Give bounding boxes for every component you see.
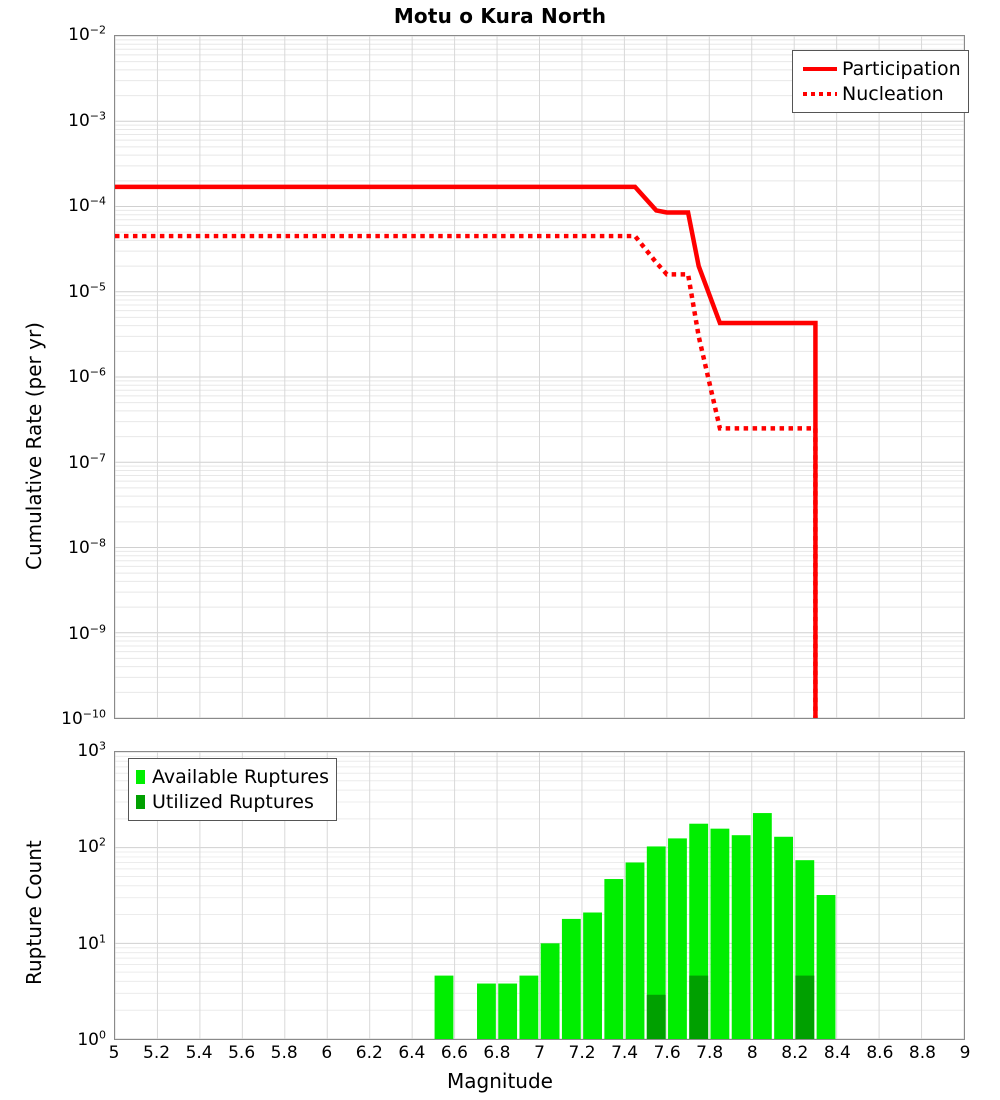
x-tick-label: 7.2 (568, 1043, 596, 1063)
legend-label-participation: Participation (842, 57, 961, 80)
y-tick-label: 10−6 (68, 365, 106, 387)
x-tick-label: 7 (534, 1043, 545, 1063)
x-tick-label: 7.6 (653, 1043, 681, 1063)
x-tick-label: 6.4 (398, 1043, 426, 1063)
x-tick-label: 5.4 (185, 1043, 213, 1063)
y-tick-label: 101 (77, 932, 106, 954)
x-tick-label: 7.4 (611, 1043, 639, 1063)
y-tick-label: 10−9 (68, 621, 106, 644)
x-tick-label: 6.6 (440, 1043, 468, 1063)
legend-label-utilized: Utilized Ruptures (152, 790, 314, 813)
cumulative-rate-canvas (115, 36, 964, 718)
cumulative-rate-plot (114, 35, 965, 719)
bottom-legend: Available Ruptures Utilized Ruptures (128, 758, 337, 821)
solid-line-icon (800, 61, 840, 77)
x-tick-label: 5.6 (228, 1043, 256, 1063)
y-tick-label: 10−4 (68, 194, 106, 216)
x-tick-label: 8.2 (781, 1043, 809, 1063)
x-tick-label: 6.8 (483, 1043, 511, 1063)
y-tick-label: 10−8 (68, 536, 106, 558)
y-tick-label: 10−5 (68, 279, 106, 302)
y-tick-label: 10−2 (68, 23, 106, 45)
legend-label-available: Available Ruptures (152, 765, 329, 788)
x-tick-label: 8.6 (866, 1043, 894, 1063)
x-tick-label: 5 (108, 1043, 120, 1063)
x-tick-label: 5.2 (143, 1043, 171, 1063)
y-tick-label: 10−10 (61, 707, 106, 729)
y-tick-label: 10−7 (68, 450, 106, 473)
legend-item-available-ruptures: Available Ruptures (136, 764, 329, 789)
top-legend: Participation Nucleation (792, 50, 969, 113)
x-tick-label: 5.8 (270, 1043, 298, 1063)
x-tick-label: 7.8 (696, 1043, 724, 1063)
x-axis-label: Magnitude (447, 1069, 553, 1093)
legend-item-utilized-ruptures: Utilized Ruptures (136, 789, 329, 814)
utilized-swatch-icon (136, 794, 150, 810)
y-tick-label: 102 (77, 835, 106, 858)
x-tick-label: 8.8 (908, 1043, 936, 1063)
legend-label-nucleation: Nucleation (842, 82, 944, 105)
y-tick-label: 100 (77, 1028, 106, 1050)
x-tick-label: 8.4 (823, 1043, 851, 1063)
x-tick-label: 8 (746, 1043, 758, 1063)
legend-item-participation: Participation (800, 56, 961, 81)
rupture-count-canvas (115, 752, 964, 1039)
x-tick-label: 9 (959, 1043, 971, 1063)
x-tick-label: 6.2 (355, 1043, 383, 1063)
y-tick-label: 10−3 (68, 108, 106, 131)
legend-item-nucleation: Nucleation (800, 81, 961, 106)
available-swatch-icon (136, 769, 150, 785)
y-tick-label: 103 (77, 739, 106, 761)
top-y-axis-label: Cumulative Rate (per yr) (22, 322, 46, 570)
bottom-y-axis-label: Rupture Count (22, 840, 46, 985)
page-title: Motu o Kura North (393, 4, 607, 28)
dotted-line-icon (800, 86, 840, 102)
x-tick-label: 6 (321, 1043, 333, 1063)
